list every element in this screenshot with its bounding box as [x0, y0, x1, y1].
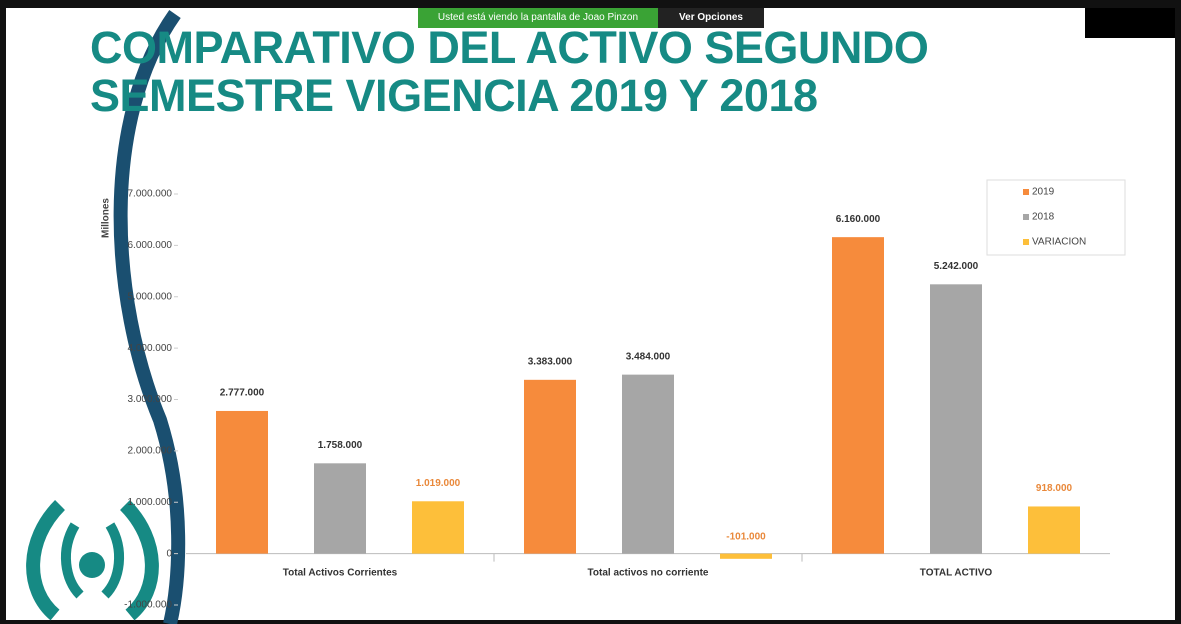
y-tick-label: 3.000.000	[128, 394, 173, 405]
decor-arc	[113, 9, 186, 624]
legend-label: 2018	[1032, 212, 1055, 223]
legend-label: VARIACION	[1032, 237, 1086, 248]
bar	[412, 501, 464, 554]
window-controls	[1085, 8, 1175, 38]
legend-swatch	[1023, 214, 1029, 220]
y-tick-label: 4.000.000	[128, 343, 173, 354]
legend-swatch	[1023, 189, 1029, 195]
x-tick-label: Total activos no corriente	[588, 567, 709, 578]
bar	[1028, 506, 1080, 554]
data-label: 2.777.000	[220, 388, 265, 399]
data-label: 3.484.000	[626, 351, 671, 362]
data-label: -101.000	[726, 531, 766, 542]
legend-swatch	[1023, 239, 1029, 245]
bar	[216, 410, 268, 554]
legend-box	[986, 179, 1126, 256]
bar	[832, 237, 884, 554]
y-tick-label: 6.000.000	[128, 240, 173, 251]
y-tick-label: -1.000.000	[124, 600, 172, 611]
x-tick-label: TOTAL ACTIVO	[920, 567, 993, 578]
bar	[314, 463, 366, 554]
share-banner: Usted está viendo la pantalla de Joao Pi…	[418, 8, 658, 28]
y-tick-label: 0	[166, 548, 172, 559]
logo	[26, 500, 159, 621]
data-label: 1.758.000	[318, 440, 363, 451]
y-tick-label: 5.000.000	[128, 291, 173, 302]
bar	[622, 374, 674, 554]
options-button[interactable]: Ver Opciones	[658, 8, 764, 28]
slide-title: COMPARATIVO DEL ACTIVO SEGUNDO SEMESTRE …	[90, 22, 929, 121]
bar	[524, 379, 576, 554]
data-label: 5.242.000	[934, 261, 979, 272]
data-label: 6.160.000	[836, 214, 881, 225]
data-label: 918.000	[1036, 483, 1073, 494]
y-tick-label: 1.000.000	[128, 497, 173, 508]
y-axis-label: Millones	[101, 198, 112, 238]
y-tick-label: 2.000.000	[128, 446, 173, 457]
y-tick-label: 7.000.000	[128, 189, 173, 200]
bar	[930, 284, 982, 554]
data-label: 1.019.000	[416, 478, 461, 489]
x-tick-label: Total Activos Corrientes	[283, 567, 398, 578]
bar	[720, 553, 772, 559]
legend-label: 2019	[1032, 187, 1055, 198]
data-label: 3.383.000	[528, 356, 573, 367]
